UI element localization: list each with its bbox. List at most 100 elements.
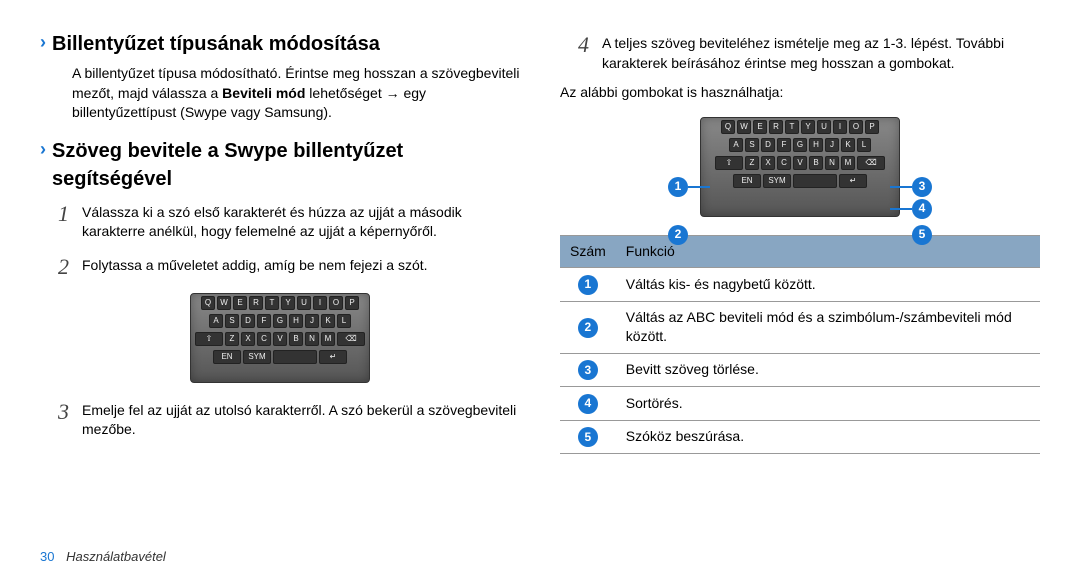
step-number: 3 [58, 397, 82, 428]
table-row: 3 Bevitt szöveg törlése. [560, 353, 1040, 386]
number-badge: 3 [578, 360, 598, 380]
keyboard-key: ↵ [839, 174, 867, 188]
callout-2: 2 [668, 225, 688, 245]
keyboard-key: H [809, 138, 823, 152]
keyboard-key: G [273, 314, 287, 328]
step-2: 2 Folytassa a műveletet addig, amíg be n… [58, 252, 520, 283]
table-cell-fn: Sortörés. [616, 387, 1040, 420]
keyboard-key: L [857, 138, 871, 152]
keyboard-key: ⌫ [857, 156, 885, 170]
page-footer: 30 Használatbavétel [40, 548, 166, 566]
keyboard-key: Z [225, 332, 239, 346]
heading-keyboard-type: › Billentyűzet típusának módosítása [40, 30, 520, 58]
keyboard-key [793, 174, 837, 188]
keyboard-key: A [209, 314, 223, 328]
keyboard-key: K [841, 138, 855, 152]
keyboard-illustration-annotated: QWERTYUIOPASDFGHJKL⇧ZXCVBNM⌫ENSYM↵ [700, 117, 900, 217]
heading-text: Billentyűzet típusának módosítása [52, 30, 520, 58]
keyboard-key: C [777, 156, 791, 170]
keyboard-key: I [313, 296, 327, 310]
number-badge: 4 [578, 394, 598, 414]
step-4: 4 A teljes szöveg beviteléhez ismételje … [578, 30, 1040, 73]
keyboard-illustration: QWERTYUIOPASDFGHJKL⇧ZXCVBNM⌫ENSYM↵ [190, 293, 370, 383]
table-cell-num: 3 [560, 353, 616, 386]
keyboard-key: T [265, 296, 279, 310]
table-header-num: Szám [560, 235, 616, 268]
keyboard-key: W [217, 296, 231, 310]
table-cell-num: 2 [560, 301, 616, 353]
table-cell-num: 1 [560, 268, 616, 301]
keyboard-key: X [241, 332, 255, 346]
table-row: 2Váltás az ABC beviteli mód és a szimból… [560, 301, 1040, 353]
keyboard-key: V [273, 332, 287, 346]
keyboard-key: F [257, 314, 271, 328]
keyboard-key: F [777, 138, 791, 152]
keyboard-key: D [241, 314, 255, 328]
buttons-intro: Az alábbi gombokat is használhatja: [560, 83, 1040, 103]
keyboard-key: M [321, 332, 335, 346]
table-cell-num: 5 [560, 420, 616, 453]
keyboard-key: N [305, 332, 319, 346]
keyboard-key: Z [745, 156, 759, 170]
keyboard-key: M [841, 156, 855, 170]
keyboard-key: ⌫ [337, 332, 365, 346]
step-text: Folytassa a műveletet addig, amíg be nem… [82, 252, 520, 276]
bold-label: Beviteli mód [222, 85, 305, 101]
chevron-icon: › [40, 137, 46, 162]
keyboard-key: EN [733, 174, 761, 188]
chevron-icon: › [40, 30, 46, 55]
keyboard-key: O [849, 120, 863, 134]
keyboard-key: R [769, 120, 783, 134]
step-1: 1 Válassza ki a szó első karakterét és h… [58, 199, 520, 242]
keyboard-key: U [817, 120, 831, 134]
keyboard-key: Q [201, 296, 215, 310]
keyboard-key: R [249, 296, 263, 310]
keyboard-key: SYM [243, 350, 271, 364]
keyboard-key: O [329, 296, 343, 310]
step-3: 3 Emelje fel az ujját az utolsó karakter… [58, 397, 520, 440]
keyboard-key: C [257, 332, 271, 346]
keyboard-key: E [753, 120, 767, 134]
keyboard-key: ⇧ [195, 332, 223, 346]
callout-line [890, 208, 912, 210]
keyboard-key: J [825, 138, 839, 152]
keyboard-key: G [793, 138, 807, 152]
heading-text: Szöveg bevitele a Swype billentyűzet seg… [52, 137, 520, 193]
keyboard-key: S [745, 138, 759, 152]
keyboard-key: B [289, 332, 303, 346]
callout-3: 3 [912, 177, 932, 197]
keyboard-key: Y [281, 296, 295, 310]
annotated-keyboard-wrap: QWERTYUIOPASDFGHJKL⇧ZXCVBNM⌫ENSYM↵ 1 2 3… [670, 117, 930, 217]
table-cell-fn: Szóköz beszúrása. [616, 420, 1040, 453]
table-cell-fn: Bevitt szöveg törlése. [616, 353, 1040, 386]
keyboard-key: Q [721, 120, 735, 134]
table-row: 1 Váltás kis- és nagybetű között. [560, 268, 1040, 301]
callout-1: 1 [668, 177, 688, 197]
callout-5: 5 [912, 225, 932, 245]
keyboard-key [273, 350, 317, 364]
page-number: 30 [40, 549, 54, 564]
keyboard-key: E [233, 296, 247, 310]
keyboard-key: X [761, 156, 775, 170]
keyboard-key: U [297, 296, 311, 310]
table-cell-fn: Váltás kis- és nagybetű között. [616, 268, 1040, 301]
keyboard-key: S [225, 314, 239, 328]
keyboard-key: J [305, 314, 319, 328]
section-name: Használatbavétel [66, 549, 166, 564]
keyboard-key: ⇧ [715, 156, 743, 170]
keyboard-key: K [321, 314, 335, 328]
keyboard-key: T [785, 120, 799, 134]
keyboard-key: I [833, 120, 847, 134]
keyboard-key: P [345, 296, 359, 310]
keyboard-key: D [761, 138, 775, 152]
function-table: Szám Funkció 1Váltás kis- és nagybetű kö… [560, 235, 1040, 454]
keyboard-type-description: A billentyűzet típusa módosítható. Érint… [72, 64, 520, 123]
keyboard-key: SYM [763, 174, 791, 188]
callout-4: 4 [912, 199, 932, 219]
number-badge: 2 [578, 318, 598, 338]
number-badge: 5 [578, 427, 598, 447]
keyboard-key: Y [801, 120, 815, 134]
keyboard-key: ↵ [319, 350, 347, 364]
heading-swype: › Szöveg bevitele a Swype billentyűzet s… [40, 137, 520, 193]
number-badge: 1 [578, 275, 598, 295]
